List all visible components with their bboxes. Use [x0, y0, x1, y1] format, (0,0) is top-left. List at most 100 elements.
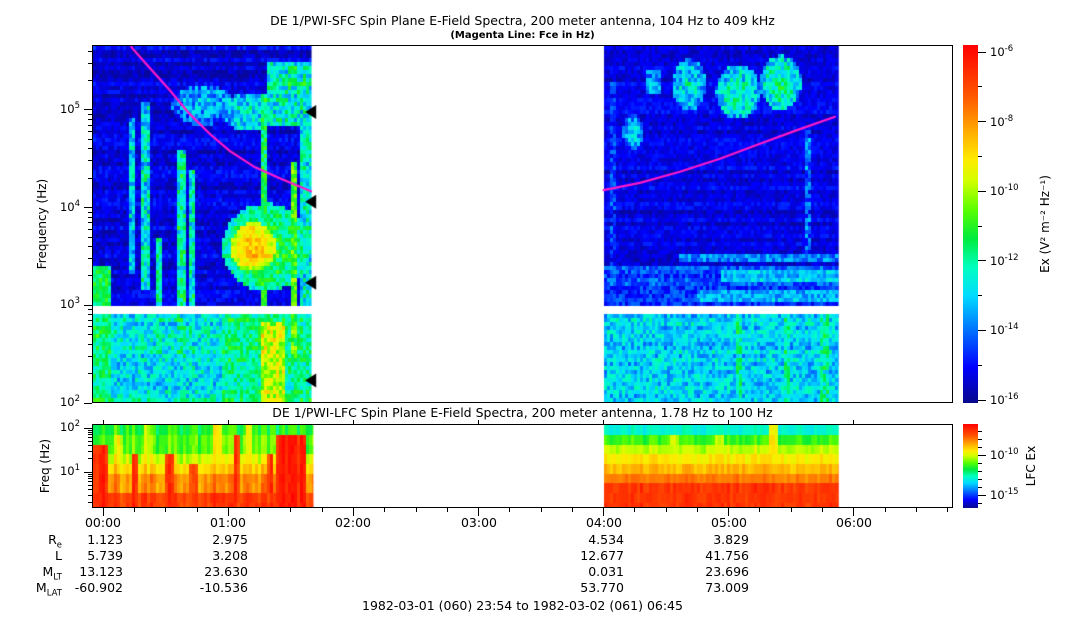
time-minor-tick [197, 508, 198, 512]
lfc-y-minor-tick [88, 478, 92, 479]
sfc-y-minor-tick [88, 80, 92, 81]
sfc-y-minor-tick [88, 222, 92, 223]
lfc-top-edge-tick [103, 420, 104, 424]
sfc-colorbar-tick-label: 10-8 [990, 114, 1014, 129]
sfc-colorbar-tick-label: 10-10 [990, 183, 1019, 198]
orbit-value: 1.123 [87, 532, 123, 547]
time-minor-tick [541, 508, 542, 512]
time-major-tick [228, 508, 229, 516]
lfc-y-minor-tick [88, 441, 92, 442]
time-minor-tick [322, 508, 323, 512]
sfc-y-minor-tick [88, 160, 92, 161]
sfc-y-major-tick [84, 109, 92, 110]
lfc-y-minor-tick [88, 495, 92, 496]
sfc-y-minor-tick [88, 373, 92, 374]
lfc-y-major-tick [84, 472, 92, 473]
lfc-colorbar-minor-tick [978, 471, 982, 472]
sfc-colorbar-major-tick [978, 52, 986, 53]
sfc-y-tick-label: 104 [59, 199, 80, 214]
time-minor-tick [791, 508, 792, 512]
lfc-y-minor-tick [88, 489, 92, 490]
time-major-tick [353, 508, 354, 516]
orbit-value: -60.902 [74, 580, 123, 595]
lfc-colorbar-minor-tick [978, 431, 982, 432]
lfc-top-edge-tick [478, 420, 479, 424]
lfc-y-minor-tick [88, 474, 92, 475]
orbit-value: 0.031 [588, 564, 624, 579]
lfc-y-minor-tick [88, 434, 92, 435]
lfc-y-minor-tick [88, 430, 92, 431]
sfc-panel [92, 45, 953, 403]
sfc-colorbar [963, 45, 978, 403]
sfc-colorbar-minor-tick [978, 86, 982, 87]
lfc-colorbar-major-tick [978, 495, 986, 496]
lfc-y-minor-tick [88, 458, 92, 459]
time-minor-tick [822, 508, 823, 512]
time-label: 00:00 [84, 515, 122, 530]
time-major-tick [853, 508, 854, 516]
lfc-colorbar-minor-tick [978, 503, 982, 504]
lfc-title: DE 1/PWI-LFC Spin Plane E-Field Spectra,… [272, 405, 773, 420]
lfc-panel [92, 424, 953, 508]
sfc-y-major-tick [84, 305, 92, 306]
sfc-y-minor-tick [88, 217, 92, 218]
lfc-colorbar-major-tick [978, 455, 986, 456]
time-minor-tick [885, 508, 886, 512]
sfc-colorbar-major-tick [978, 330, 986, 331]
sfc-spectrogram-canvas [93, 46, 952, 402]
orbit-value: 12.677 [580, 548, 624, 563]
lfc-colorbar-minor-tick [978, 447, 982, 448]
lfc-colorbar-minor-tick [978, 439, 982, 440]
sfc-y-minor-tick [88, 275, 92, 276]
lfc-y-minor-tick [88, 481, 92, 482]
sfc-y-minor-tick [88, 119, 92, 120]
sfc-y-tick-label: 102 [59, 394, 80, 409]
time-minor-tick [634, 508, 635, 512]
sfc-y-minor-tick [88, 212, 92, 213]
lfc-colorbar [963, 424, 978, 508]
sfc-y-minor-tick [88, 344, 92, 345]
lfc-y-minor-tick [88, 502, 92, 503]
sfc-y-minor-tick [88, 237, 92, 238]
sfc-y-minor-tick [88, 314, 92, 315]
orbit-value: 13.123 [79, 564, 123, 579]
sfc-colorbar-major-tick [978, 191, 986, 192]
orbit-value: 23.696 [705, 564, 749, 579]
time-minor-tick [447, 508, 448, 512]
time-label: 02:00 [334, 515, 372, 530]
orbit-row-label: MLT [42, 564, 62, 583]
time-label: 06:00 [835, 515, 873, 530]
orbit-value: 23.630 [204, 564, 248, 579]
time-minor-tick [165, 508, 166, 512]
sfc-colorbar-minor-tick [978, 156, 982, 157]
time-minor-tick [916, 508, 917, 512]
lfc-y-minor-tick [88, 432, 92, 433]
lfc-colorbar-minor-tick [978, 487, 982, 488]
sfc-y-minor-tick [88, 229, 92, 230]
lfc-y-major-tick [84, 428, 92, 429]
sfc-y-minor-tick [88, 148, 92, 149]
orbit-row-label: Re [48, 532, 62, 551]
lfc-spectrogram-canvas [93, 425, 952, 507]
time-label: 05:00 [710, 515, 748, 530]
orbit-value: 53.770 [580, 580, 624, 595]
time-minor-tick [259, 508, 260, 512]
sfc-y-minor-tick [88, 125, 92, 126]
sfc-colorbar-minor-tick [978, 226, 982, 227]
orbit-value: -10.536 [199, 580, 248, 595]
sfc-y-minor-tick [88, 320, 92, 321]
lfc-y-tick-label: 101 [59, 463, 80, 478]
time-range-caption: 1982-03-01 (060) 23:54 to 1982-03-02 (06… [362, 598, 683, 613]
sfc-y-minor-tick [88, 309, 92, 310]
time-major-tick [103, 508, 104, 516]
time-minor-tick [697, 508, 698, 512]
lfc-colorbar-label: LFC Ex [1024, 445, 1038, 487]
sfc-colorbar-major-tick [978, 260, 986, 261]
time-minor-tick [134, 508, 135, 512]
sfc-y-minor-tick [88, 246, 92, 247]
lfc-top-edge-tick [853, 420, 854, 424]
sfc-colorbar-label: Ex (V² m⁻² Hz⁻¹) [1038, 175, 1052, 273]
orbit-value: 73.009 [705, 580, 749, 595]
lfc-y-minor-tick [88, 445, 92, 446]
